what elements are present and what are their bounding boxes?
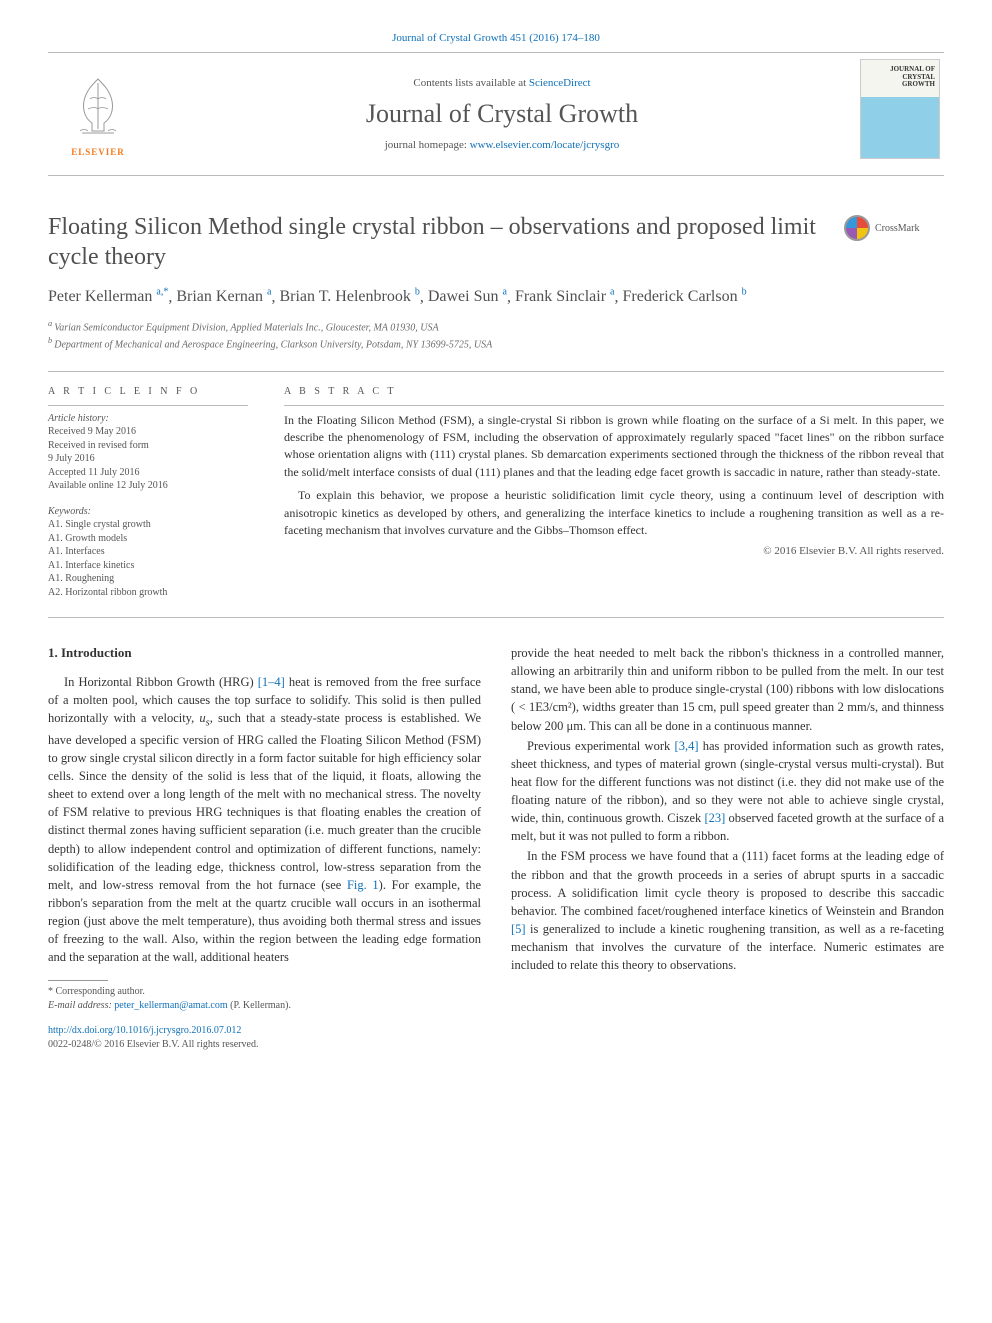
history-line: Accepted 11 July 2016: [48, 466, 248, 480]
body-paragraph: provide the heat needed to melt back the…: [511, 644, 944, 735]
author-affiliation-sup[interactable]: a: [502, 287, 506, 298]
abstract-label: A B S T R A C T: [284, 386, 944, 397]
rule-above-meta: [48, 371, 944, 372]
keyword-line: A1. Interface kinetics: [48, 559, 248, 573]
authors-line: Peter Kellerman a,*, Brian Kernan a, Bri…: [48, 286, 944, 308]
history-line: Available online 12 July 2016: [48, 479, 248, 493]
crossmark-icon: [844, 215, 870, 241]
crossmark-label: CrossMark: [875, 223, 919, 234]
meta-row: A R T I C L E I N F O Article history: R…: [48, 386, 944, 600]
keyword-line: A1. Roughening: [48, 572, 248, 586]
cover-text: JOURNAL OF CRYSTAL GROWTH: [890, 66, 935, 89]
affiliations: a Varian Semiconductor Equipment Divisio…: [48, 318, 944, 353]
history-label: Article history:: [48, 412, 248, 426]
publisher-logo: ELSEVIER: [48, 53, 148, 175]
history-block: Article history: Received 9 May 2016Rece…: [48, 412, 248, 493]
article-title: Floating Silicon Method single crystal r…: [48, 212, 844, 272]
journal-cover: JOURNAL OF CRYSTAL GROWTH: [856, 53, 944, 175]
body-paragraph: In the FSM process we have found that a …: [511, 847, 944, 974]
author-affiliation-sup[interactable]: a: [610, 287, 614, 298]
keyword-line: A1. Interfaces: [48, 545, 248, 559]
issn-copyright: 0022-0248/© 2016 Elsevier B.V. All right…: [48, 1038, 481, 1052]
abstract-copyright: © 2016 Elsevier B.V. All rights reserved…: [284, 545, 944, 557]
homepage-link[interactable]: www.elsevier.com/locate/jcrysgro: [470, 139, 620, 151]
body-columns: 1. Introduction In Horizontal Ribbon Gro…: [48, 644, 944, 1051]
author: Peter Kellerman a,*: [48, 288, 168, 305]
header-banner: ELSEVIER Contents lists available at Sci…: [48, 52, 944, 176]
elsevier-tree-icon: [62, 71, 134, 143]
right-column: provide the heat needed to melt back the…: [511, 644, 944, 1051]
homepage-line: journal homepage: www.elsevier.com/locat…: [148, 139, 856, 151]
history-line: Received 9 May 2016: [48, 425, 248, 439]
cover-line-3: GROWTH: [902, 80, 935, 88]
doi-link[interactable]: http://dx.doi.org/10.1016/j.jcrysgro.201…: [48, 1025, 241, 1036]
author: Dawei Sun a: [428, 288, 507, 305]
keywords-label: Keywords:: [48, 505, 248, 519]
doi-block: http://dx.doi.org/10.1016/j.jcrysgro.201…: [48, 1024, 481, 1051]
journal-ref-line[interactable]: Journal of Crystal Growth 451 (2016) 174…: [48, 32, 944, 44]
ref-link[interactable]: [1–4]: [258, 675, 285, 689]
contents-prefix: Contents lists available at: [413, 77, 528, 89]
keyword-line: A2. Horizontal ribbon growth: [48, 586, 248, 600]
abstract-block: A B S T R A C T In the Floating Silicon …: [284, 386, 944, 600]
affiliation-line: b Department of Mechanical and Aerospace…: [48, 335, 944, 352]
fig-link[interactable]: Fig. 1: [347, 878, 379, 892]
keyword-line: A1. Single crystal growth: [48, 518, 248, 532]
crossmark-badge[interactable]: CrossMark: [844, 212, 944, 244]
keyword-line: A1. Growth models: [48, 532, 248, 546]
rule-info: [48, 405, 248, 406]
article-header: Floating Silicon Method single crystal r…: [48, 212, 944, 353]
page: Journal of Crystal Growth 451 (2016) 174…: [0, 0, 992, 1083]
abstract-paragraph: In the Floating Silicon Method (FSM), a …: [284, 412, 944, 482]
email-line: E-mail address: peter_kellerman@amat.com…: [48, 999, 481, 1013]
cover-thumbnail: JOURNAL OF CRYSTAL GROWTH: [860, 59, 940, 159]
author: Frederick Carlson b: [622, 288, 746, 305]
rule-below-meta: [48, 617, 944, 618]
article-info: A R T I C L E I N F O Article history: R…: [48, 386, 248, 600]
ref-link[interactable]: [3,4]: [675, 739, 699, 753]
left-column: 1. Introduction In Horizontal Ribbon Gro…: [48, 644, 481, 1051]
homepage-prefix: journal homepage:: [385, 139, 470, 151]
abstract-paragraph: To explain this behavior, we propose a h…: [284, 487, 944, 539]
author-affiliation-sup[interactable]: b: [742, 287, 747, 298]
author: Frank Sinclair a: [515, 288, 615, 305]
footnote-rule: [48, 980, 108, 981]
contents-line: Contents lists available at ScienceDirec…: [148, 77, 856, 89]
title-row: Floating Silicon Method single crystal r…: [48, 212, 944, 272]
section-title: Introduction: [61, 645, 132, 660]
footnote: * Corresponding author. E-mail address: …: [48, 985, 481, 1012]
email-suffix: (P. Kellerman).: [228, 1000, 291, 1011]
sciencedirect-link[interactable]: ScienceDirect: [529, 77, 591, 89]
article-info-label: A R T I C L E I N F O: [48, 386, 248, 397]
history-line: 9 July 2016: [48, 452, 248, 466]
history-line: Received in revised form: [48, 439, 248, 453]
banner-center: Contents lists available at ScienceDirec…: [148, 53, 856, 175]
keywords-block: Keywords: A1. Single crystal growthA1. G…: [48, 505, 248, 600]
section-heading: 1. Introduction: [48, 644, 481, 663]
author: Brian Kernan a: [176, 288, 271, 305]
email-label: E-mail address:: [48, 1000, 114, 1011]
rule-abstract: [284, 405, 944, 406]
journal-title: Journal of Crystal Growth: [148, 99, 856, 129]
ref-link[interactable]: [5]: [511, 922, 526, 936]
affiliation-line: a Varian Semiconductor Equipment Divisio…: [48, 318, 944, 335]
journal-ref-link[interactable]: Journal of Crystal Growth 451 (2016) 174…: [392, 32, 600, 44]
author-affiliation-sup[interactable]: a: [267, 287, 271, 298]
corresponding-author: * Corresponding author.: [48, 985, 481, 999]
email-link[interactable]: peter_kellerman@amat.com: [114, 1000, 227, 1011]
body-paragraph: Previous experimental work [3,4] has pro…: [511, 737, 944, 846]
author: Brian T. Helenbrook b: [279, 288, 419, 305]
ref-link[interactable]: [23]: [705, 811, 726, 825]
abstract-text: In the Floating Silicon Method (FSM), a …: [284, 412, 944, 540]
section-number: 1.: [48, 645, 58, 660]
body-paragraph: In Horizontal Ribbon Growth (HRG) [1–4] …: [48, 673, 481, 966]
publisher-name: ELSEVIER: [71, 147, 125, 157]
author-affiliation-sup[interactable]: b: [415, 287, 420, 298]
corresponding-star[interactable]: *: [163, 287, 168, 298]
